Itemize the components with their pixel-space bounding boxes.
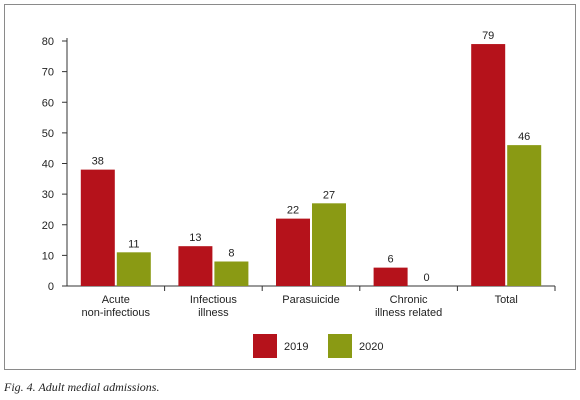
x-category-label: illness — [198, 307, 229, 319]
x-category-label: non-infectious — [82, 307, 151, 319]
data-label: 13 — [189, 232, 201, 244]
x-category-label: Total — [495, 294, 518, 306]
legend-swatch-2020 — [328, 334, 352, 358]
y-tick-label: 0 — [48, 281, 54, 293]
y-tick-label: 40 — [42, 159, 54, 171]
figure-caption: Fig. 4. Adult medial admissions. — [4, 380, 160, 394]
legend-label: 2020 — [359, 341, 383, 353]
y-tick-label: 30 — [42, 189, 54, 201]
data-label: 46 — [518, 131, 530, 143]
y-tick-label: 50 — [42, 128, 54, 140]
bar-2020-0 — [116, 252, 151, 286]
x-category-label: Chronic — [390, 294, 428, 306]
x-category-label: Parasuicide — [282, 294, 339, 306]
y-tick-label: 80 — [42, 36, 54, 48]
x-category-label: Acute — [102, 294, 130, 306]
data-label: 0 — [424, 272, 430, 284]
bar-2020-2 — [312, 203, 346, 286]
data-label: 6 — [388, 254, 394, 266]
legend-label: 2019 — [284, 341, 308, 353]
data-label: 11 — [128, 238, 139, 250]
data-label: 27 — [323, 189, 335, 201]
legend-swatch-2019 — [253, 334, 277, 358]
data-label: 8 — [228, 248, 234, 260]
y-tick-label: 20 — [42, 220, 54, 232]
bar-2020-1 — [214, 261, 249, 286]
x-category-label: Infectious — [190, 294, 238, 306]
bar-2019-0 — [80, 169, 115, 286]
data-label: 22 — [287, 205, 299, 217]
bar-2019-3 — [373, 267, 408, 286]
y-tick-label: 60 — [42, 97, 54, 109]
y-tick-label: 10 — [42, 250, 54, 262]
bar-2019-2 — [276, 218, 310, 286]
x-category-label: illness related — [375, 307, 442, 319]
bar-2020-4 — [507, 145, 542, 286]
bar-2019-1 — [178, 246, 213, 286]
bar-2019-4 — [471, 44, 506, 286]
y-tick-label: 70 — [42, 67, 54, 79]
data-label: 79 — [482, 30, 494, 42]
chart-frame — [4, 4, 576, 370]
data-label: 38 — [92, 156, 104, 168]
